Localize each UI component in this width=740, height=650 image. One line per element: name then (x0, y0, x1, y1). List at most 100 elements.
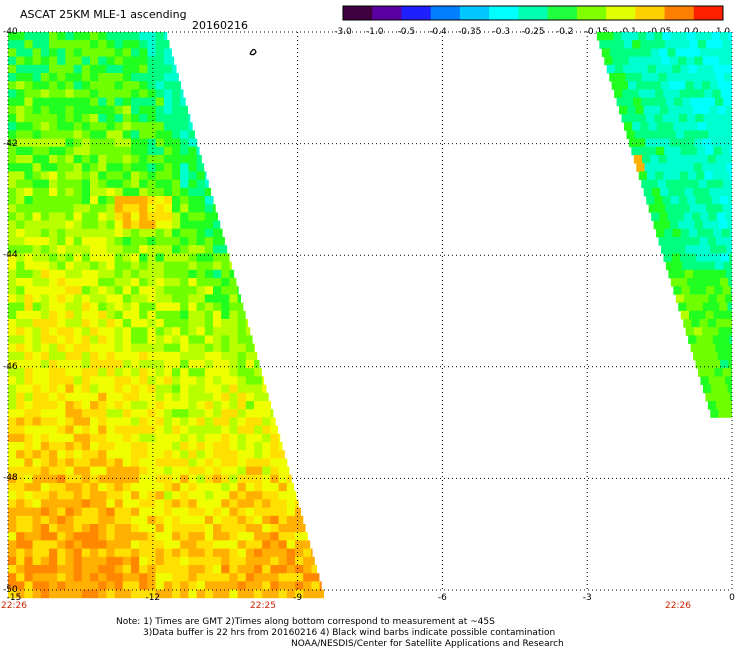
data-cell (57, 417, 66, 426)
data-cell (49, 228, 58, 238)
data-cell (16, 73, 25, 82)
data-cell (311, 581, 320, 590)
data-cell (32, 73, 42, 82)
data-cell (57, 581, 66, 590)
data-cell (147, 253, 156, 262)
data-cell (131, 253, 140, 262)
data-cell (245, 524, 255, 533)
data-cell (49, 269, 58, 279)
data-cell (278, 433, 281, 443)
colorbar-swatch (401, 6, 432, 20)
data-cell (24, 163, 33, 172)
data-cell (147, 171, 156, 180)
data-cell (650, 155, 659, 164)
data-cell (180, 351, 189, 361)
data-cell (188, 155, 197, 164)
data-cell (49, 565, 58, 574)
data-cell (90, 40, 99, 49)
data-cell (16, 589, 25, 599)
data-cell (697, 204, 707, 213)
data-cell (278, 573, 288, 582)
data-cell (172, 581, 181, 590)
data-cell (114, 565, 124, 574)
data-cell (106, 261, 115, 271)
data-cell (204, 253, 214, 262)
data-cell (40, 384, 50, 394)
data-cell (172, 105, 181, 115)
data-cell (147, 368, 156, 377)
x-tick-label: -6 (437, 593, 447, 603)
data-cell (114, 491, 124, 500)
data-cell (730, 204, 732, 213)
data-cell (106, 417, 115, 426)
data-cell (728, 171, 732, 180)
data-cell (98, 212, 107, 221)
data-cell (32, 187, 42, 197)
data-cell (57, 56, 66, 66)
data-cell (114, 589, 124, 599)
data-cell (311, 565, 318, 574)
data-cell (65, 310, 74, 320)
data-cell (303, 548, 312, 558)
data-cell (8, 499, 17, 508)
data-cell (139, 64, 148, 74)
data-cell (221, 302, 230, 312)
data-cell (641, 179, 650, 189)
data-cell (131, 450, 140, 459)
data-cell (40, 319, 50, 328)
data-cell (180, 220, 189, 230)
data-cell (237, 565, 247, 574)
data-cell (16, 376, 25, 385)
data-cell (65, 507, 74, 517)
data-cell (607, 40, 617, 49)
data-cell (73, 548, 83, 558)
data-cell (196, 376, 206, 385)
data-cell (49, 319, 58, 328)
data-cell (678, 302, 687, 312)
data-cell (204, 458, 214, 467)
data-cell (647, 146, 657, 156)
data-cell (90, 319, 99, 328)
data-cell (245, 573, 255, 582)
data-cell (40, 499, 50, 508)
data-cell (98, 499, 107, 508)
data-cell (147, 433, 156, 443)
data-cell (131, 105, 140, 115)
data-cell (204, 392, 214, 402)
data-cell (188, 573, 197, 582)
data-cell (188, 179, 197, 189)
colorbar-swatch (518, 6, 549, 20)
data-cell (73, 351, 83, 361)
data-cell (49, 532, 58, 541)
data-cell (122, 204, 132, 213)
data-cell (221, 524, 230, 533)
data-cell (704, 335, 714, 344)
data-cell (98, 507, 107, 517)
data-cell (640, 122, 649, 131)
data-cell (131, 409, 140, 418)
data-cell (213, 376, 222, 385)
data-cell (722, 286, 732, 295)
data-cell (131, 261, 140, 271)
data-cell (98, 73, 107, 82)
time-label: 22:25 (250, 601, 276, 611)
data-cell (163, 532, 173, 541)
data-cell (229, 581, 238, 590)
data-cell (73, 392, 83, 402)
data-cell (678, 114, 688, 123)
data-cell (221, 417, 230, 426)
data-cell (693, 81, 703, 90)
data-cell (204, 220, 214, 230)
data-cell (196, 433, 206, 443)
data-cell (106, 146, 115, 156)
data-cell (237, 319, 247, 328)
data-cell (686, 56, 695, 66)
data-cell (707, 155, 717, 164)
data-cell (188, 204, 197, 213)
data-cell (163, 171, 173, 180)
data-cell (8, 565, 17, 574)
data-cell (40, 245, 50, 254)
data-cell (65, 392, 74, 402)
data-cell (40, 163, 50, 172)
data-cell (114, 171, 124, 180)
